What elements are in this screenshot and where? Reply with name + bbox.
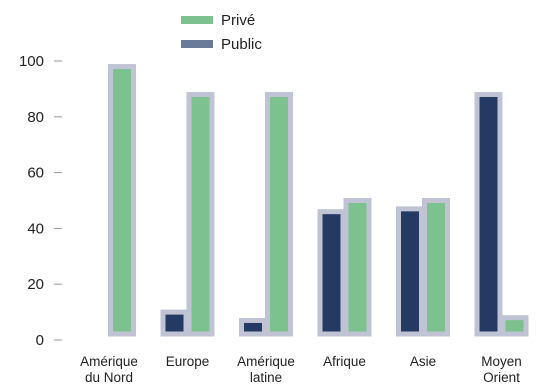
y-tick-label: 80 bbox=[27, 109, 44, 126]
x-category-label: Afrique bbox=[323, 354, 366, 369]
bar-prive-4 bbox=[422, 198, 450, 337]
x-category-label: Europe bbox=[166, 354, 210, 369]
legend-label-public: Public bbox=[221, 36, 262, 53]
legend: Privé Public bbox=[181, 12, 262, 53]
x-category-label: Orient bbox=[483, 370, 520, 385]
bar-prive-3 bbox=[343, 198, 372, 337]
bar-prive-5 bbox=[500, 315, 529, 337]
x-category-label: latine bbox=[250, 370, 282, 385]
x-category-label: Asie bbox=[410, 354, 436, 369]
y-axis: 0 20 40 60 80 100 bbox=[19, 53, 62, 349]
y-tick-label: 0 bbox=[36, 332, 44, 349]
x-category-label: Amérique bbox=[237, 354, 295, 369]
bar-prive-0 bbox=[108, 64, 136, 337]
bars bbox=[108, 64, 529, 337]
bar-prive-2 bbox=[265, 91, 293, 337]
bar-prive-1 bbox=[186, 91, 215, 337]
legend-swatch-prive bbox=[181, 16, 213, 24]
legend-swatch-public bbox=[181, 40, 213, 48]
x-category-label: du Nord bbox=[85, 370, 133, 385]
bar-public-4 bbox=[396, 206, 424, 337]
y-tick-label: 40 bbox=[27, 220, 44, 237]
legend-label-prive: Privé bbox=[221, 12, 255, 29]
bar-public-2 bbox=[239, 317, 267, 337]
x-category-label: Amérique bbox=[80, 354, 138, 369]
y-tick-label: 60 bbox=[27, 165, 44, 182]
x-category-label: Moyen bbox=[481, 354, 522, 369]
bar-public-5 bbox=[474, 91, 503, 337]
y-tick-label: 100 bbox=[19, 53, 44, 70]
bar-public-3 bbox=[317, 209, 346, 337]
y-tick-label: 20 bbox=[27, 276, 44, 293]
bar-public-1 bbox=[160, 309, 189, 337]
